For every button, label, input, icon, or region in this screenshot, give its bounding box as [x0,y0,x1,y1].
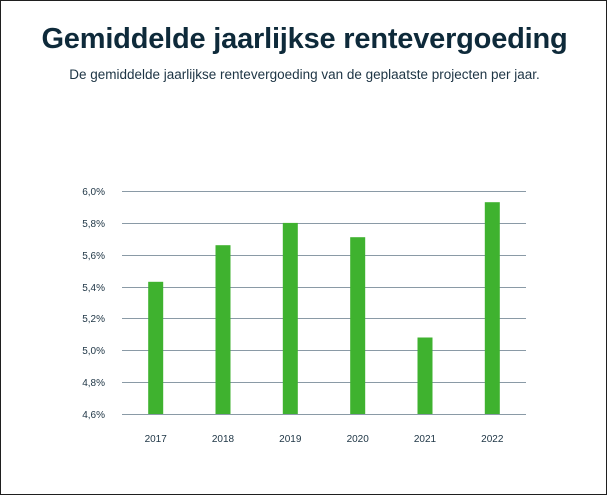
x-tick-label: 2020 [347,434,370,445]
x-tick-label: 2021 [414,434,437,445]
bar-2019 [282,222,298,414]
chart-subtitle: De gemiddelde jaarlijkse rentevergoeding… [69,67,540,82]
y-tick-label: 4,6% [82,410,105,421]
y-tick-label: 5,6% [82,251,105,262]
x-tick-label: 2018 [212,434,235,445]
y-tick-label: 4,8% [82,378,105,389]
bar-2022 [484,202,500,414]
y-tick-label: 5,4% [82,283,105,294]
x-tick-label: 2022 [481,434,504,445]
y-tick-label: 5,2% [82,314,105,325]
bar-2021 [417,337,433,414]
x-tick-label: 2017 [145,434,168,445]
x-tick-label: 2019 [279,434,302,445]
bar-2017 [148,281,164,414]
chart-title: Gemiddelde jaarlijkse rentevergoeding [41,23,568,55]
y-tick-label: 5,8% [82,219,105,230]
y-tick-label: 6,0% [82,187,105,198]
bar-2018 [215,245,231,414]
y-tick-label: 5,0% [82,346,105,357]
bar-2020 [350,237,366,414]
